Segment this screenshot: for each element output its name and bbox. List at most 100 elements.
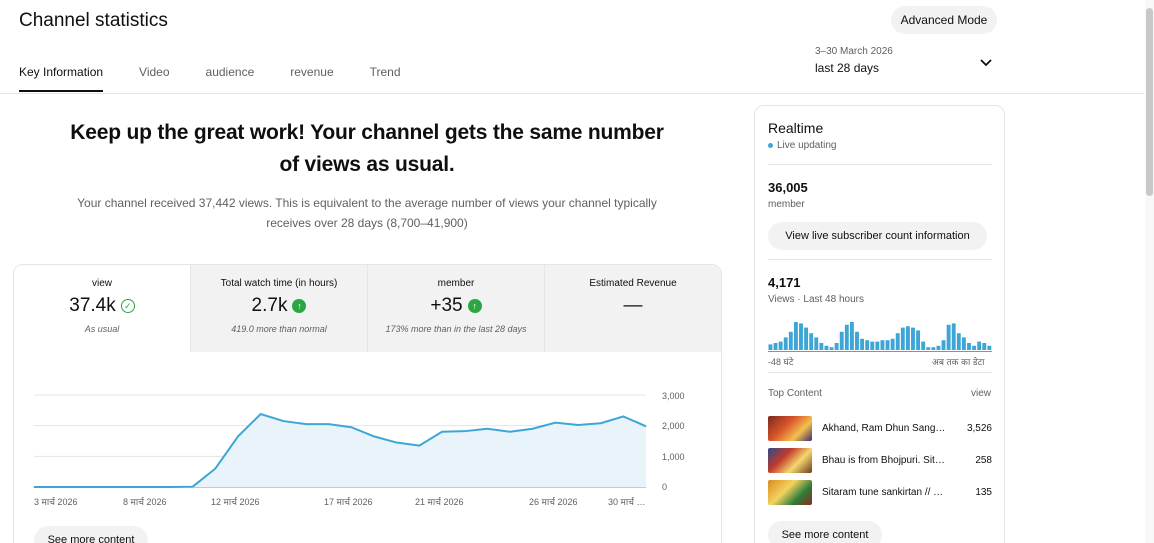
- see-more-content-button[interactable]: See more content: [34, 526, 148, 543]
- bar-right-label: अब तक का डेटा: [932, 357, 985, 367]
- metric-watch-time[interactable]: Total watch time (in hours) 2.7k ↑ 419.0 …: [190, 265, 367, 352]
- hourly-view-bar[interactable]: [921, 341, 926, 350]
- metric-value: +35 ↑: [368, 295, 544, 317]
- scrollbar[interactable]: [1145, 0, 1154, 543]
- hourly-view-bar[interactable]: [890, 338, 895, 350]
- hourly-view-bar[interactable]: [865, 340, 870, 350]
- hourly-view-bar[interactable]: [885, 340, 890, 350]
- hourly-view-bar[interactable]: [941, 340, 946, 350]
- hourly-view-bar[interactable]: [946, 324, 951, 350]
- top-content-label: Top Content: [768, 388, 822, 399]
- hourly-view-bar[interactable]: [819, 343, 824, 350]
- date-label: last 28 days: [815, 61, 880, 75]
- hourly-view-bar[interactable]: [804, 327, 809, 350]
- hourly-view-bar[interactable]: [951, 323, 956, 350]
- hourly-view-bar[interactable]: [844, 324, 849, 350]
- hourly-view-bar[interactable]: [961, 337, 966, 350]
- data-point: [350, 426, 352, 428]
- hourly-view-bar[interactable]: [870, 341, 875, 350]
- x-tick-label: 26 मार्च 2026: [529, 497, 578, 507]
- member-label: member: [768, 199, 805, 210]
- header: Channel statistics Advanced Mode Key Inf…: [0, 0, 1144, 94]
- top-content-item[interactable]: Akhand, Ram Dhun Sang… 3,526: [768, 415, 992, 441]
- scrollbar-thumb[interactable]: [1146, 8, 1153, 196]
- hourly-view-bar[interactable]: [916, 330, 921, 350]
- hourly-view-bar[interactable]: [936, 345, 941, 350]
- hourly-view-bar[interactable]: [880, 340, 885, 350]
- hourly-view-bar[interactable]: [855, 331, 859, 350]
- divider: [768, 164, 992, 165]
- metric-members[interactable]: member +35 ↑ 173% more than in the last 2…: [367, 265, 544, 352]
- hourly-view-bar[interactable]: [972, 345, 977, 350]
- top-content-item[interactable]: Sitaram tune sankirtan // J… 135: [768, 479, 992, 505]
- x-tick-label: 30 मार्च …: [608, 497, 646, 507]
- data-point: [260, 413, 262, 415]
- hourly-view-bar[interactable]: [839, 331, 844, 350]
- live-label: Live updating: [777, 140, 837, 151]
- advanced-mode-button[interactable]: Advanced Mode: [891, 6, 997, 34]
- hourly-view-bar[interactable]: [956, 333, 961, 350]
- hourly-view-bar[interactable]: [911, 327, 915, 350]
- data-point: [328, 423, 330, 425]
- video-thumbnail: [768, 415, 812, 441]
- hourly-view-bar[interactable]: [926, 347, 931, 350]
- hourly-view-bar[interactable]: [834, 343, 839, 350]
- hourly-view-bar[interactable]: [977, 341, 982, 350]
- metric-tabs: view 37.4k ✓ As usual Total watch time (i…: [14, 265, 721, 352]
- hourly-view-bar[interactable]: [905, 326, 910, 350]
- hourly-view-bar[interactable]: [768, 344, 773, 350]
- video-title: Sitaram tune sankirtan // J…: [822, 486, 948, 498]
- hourly-view-bar[interactable]: [931, 347, 936, 350]
- check-circle-icon: ✓: [120, 299, 135, 313]
- tab-revenue[interactable]: revenue: [290, 65, 334, 79]
- data-point: [192, 486, 194, 488]
- hourly-view-bar[interactable]: [895, 333, 900, 350]
- x-tick-label: 17 मार्च 2026: [324, 497, 373, 507]
- hourly-view-bar[interactable]: [967, 343, 971, 350]
- metric-note: 173% more than in the last 28 days: [385, 324, 527, 334]
- tab-trend[interactable]: Trend: [369, 65, 401, 79]
- hourly-view-bar[interactable]: [773, 343, 778, 350]
- see-more-top-content-button[interactable]: See more content: [768, 521, 882, 543]
- metric-revenue[interactable]: Estimated Revenue —: [544, 265, 721, 352]
- data-point: [509, 431, 511, 433]
- video-views: 135: [975, 486, 992, 498]
- hourly-view-bar[interactable]: [778, 341, 783, 350]
- page-title: Channel statistics: [19, 10, 168, 31]
- hourly-view-bar[interactable]: [860, 338, 865, 350]
- data-point: [577, 424, 579, 426]
- tab-audience[interactable]: audience: [205, 65, 255, 79]
- tab-key-information[interactable]: Key Information: [19, 52, 104, 92]
- data-point: [214, 468, 216, 470]
- hourly-view-bar[interactable]: [824, 345, 829, 350]
- x-tick-label: 8 मार्च 2026: [123, 497, 167, 507]
- member-count: 36,005: [768, 180, 808, 195]
- top-content-item[interactable]: Bhau is from Bhojpuri. Sita… 258: [768, 447, 992, 473]
- metric-label: member: [437, 278, 475, 289]
- chart-area: [34, 414, 646, 487]
- hourly-view-bar[interactable]: [814, 337, 819, 350]
- tab-video[interactable]: Video: [139, 65, 170, 79]
- realtime-card: Realtime Live updating 36,005 member Vie…: [754, 105, 1005, 543]
- hourly-view-bar[interactable]: [849, 322, 854, 350]
- data-point: [554, 422, 556, 424]
- view-live-subscriber-button[interactable]: View live subscriber count information: [768, 222, 987, 250]
- hourly-view-bar[interactable]: [875, 341, 880, 350]
- metric-value-text: 2.7k: [251, 295, 288, 316]
- live-dot-icon: [768, 143, 773, 148]
- data-point: [237, 435, 239, 437]
- hourly-view-bar[interactable]: [793, 322, 798, 350]
- views-area-chart: [33, 394, 647, 488]
- hourly-view-bar[interactable]: [987, 345, 992, 350]
- hourly-view-bar[interactable]: [788, 331, 793, 350]
- hourly-view-bar[interactable]: [900, 327, 905, 350]
- hourly-view-bar[interactable]: [799, 323, 803, 350]
- hourly-view-bar[interactable]: [809, 333, 814, 350]
- hourly-view-bar[interactable]: [982, 343, 987, 350]
- metric-views[interactable]: view 37.4k ✓ As usual: [14, 265, 190, 352]
- hourly-view-bar[interactable]: [829, 347, 834, 350]
- hourly-view-bar[interactable]: [783, 337, 788, 350]
- metric-value-text: 37.4k: [69, 295, 116, 316]
- video-title: Bhau is from Bhojpuri. Sita…: [822, 454, 948, 466]
- date-range-picker[interactable]: 3–30 March 2026 last 28 days: [815, 46, 995, 82]
